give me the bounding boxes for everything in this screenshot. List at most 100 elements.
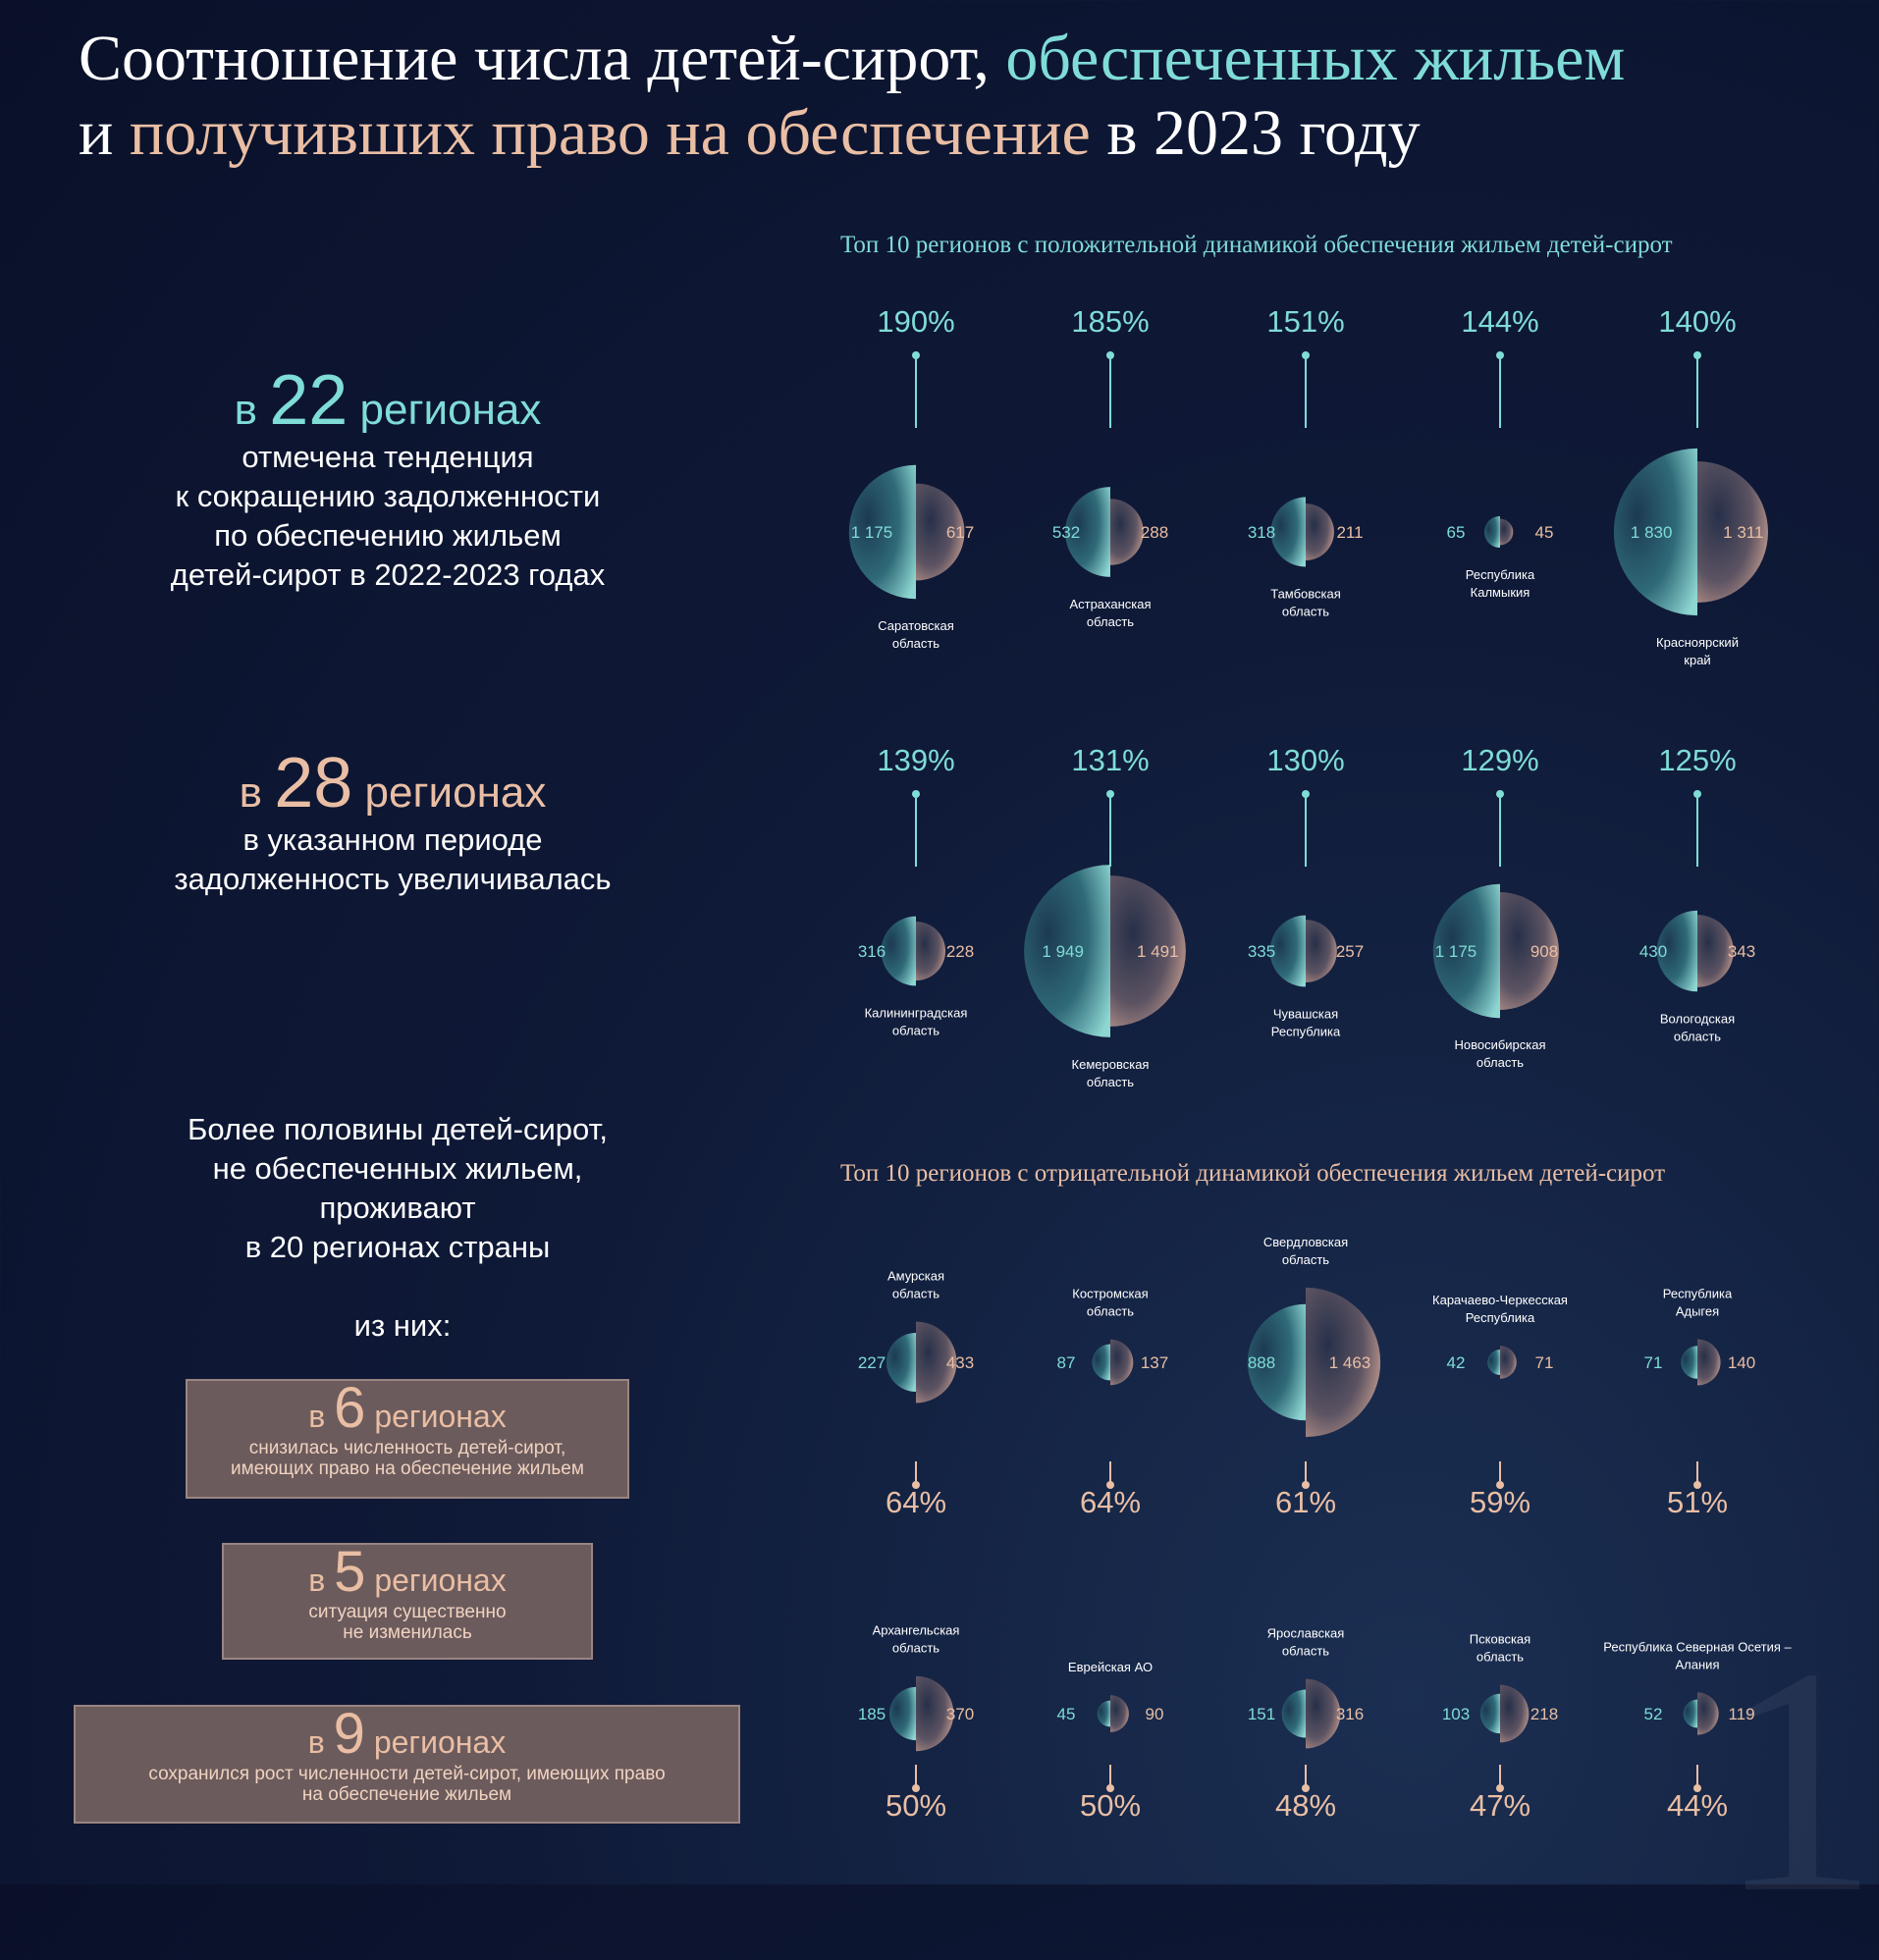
region-name: Республика xyxy=(1466,1310,1535,1325)
region-name: область xyxy=(892,636,940,651)
box-suffix: регионах xyxy=(365,1563,507,1598)
housed-half xyxy=(1092,1344,1110,1381)
region-bubble: 335 257 130% Чувашская Республика xyxy=(1248,743,1364,1038)
region-name: Вологодская xyxy=(1660,1011,1735,1026)
region-name: Еврейская АО xyxy=(1068,1660,1153,1674)
housed-half xyxy=(886,1333,916,1392)
positive-section-title: Топ 10 регионов с положительной динамико… xyxy=(840,232,1673,258)
box-suffix: регионах xyxy=(364,1724,507,1760)
box-prefix: в xyxy=(308,1399,335,1434)
stat-number: 22 xyxy=(269,361,349,440)
text-line: Более половины детей-сирот, xyxy=(188,1112,608,1146)
region-name: Калининградская xyxy=(865,1005,968,1020)
box-number: 9 xyxy=(333,1702,365,1766)
region-name: область xyxy=(892,1641,940,1656)
entitled-half xyxy=(916,1675,954,1752)
entitled-value-label: 288 xyxy=(1141,523,1168,542)
housed-half xyxy=(1432,883,1500,1019)
ratio-label: 44% xyxy=(1667,1788,1728,1823)
region-bubble: 227 433 Амурская область 64% xyxy=(858,1269,974,1519)
region-name: Республика xyxy=(1271,1024,1341,1038)
housed-half xyxy=(1683,1699,1697,1728)
entitled-value-label: 316 xyxy=(1336,1705,1364,1723)
region-name: Костромская xyxy=(1072,1287,1148,1301)
connector-dot xyxy=(1496,1481,1504,1489)
region-bubble: 1 175 617 190% Саратовская область xyxy=(848,304,974,651)
ratio-label: 61% xyxy=(1275,1485,1336,1519)
region-name: область xyxy=(1476,1055,1524,1070)
text-line: к сокращению задолженности xyxy=(175,479,601,513)
page-title: Соотношение числа детей-сирот, обеспечен… xyxy=(79,22,1846,171)
entitled-half xyxy=(1697,915,1734,987)
entitled-value-label: 90 xyxy=(1146,1705,1164,1723)
box-decreased: в 6 регионах снизилась численность детей… xyxy=(186,1379,629,1499)
title-part-5: в 2023 году xyxy=(1090,97,1421,169)
housed-value-label: 71 xyxy=(1644,1353,1663,1372)
region-name: область xyxy=(1087,1304,1134,1319)
region-name: Ярославская xyxy=(1267,1626,1345,1641)
entitled-half xyxy=(1697,1692,1719,1735)
region-bubble: 42 71 Карачаево-Черкесская Республика 59% xyxy=(1432,1293,1568,1519)
region-name: Кемеровская xyxy=(1072,1057,1150,1072)
housed-half xyxy=(881,916,916,986)
housed-value-label: 318 xyxy=(1248,523,1275,542)
region-name: Калмыкия xyxy=(1471,585,1530,600)
region-name: Амурская xyxy=(887,1269,944,1284)
stat-prefix: в xyxy=(239,768,275,817)
region-bubble: 1 949 1 491 131% Кемеровская область xyxy=(1024,743,1186,1089)
entitled-value-label: 45 xyxy=(1535,523,1554,542)
housed-half xyxy=(1097,1700,1110,1727)
region-bubble: 185 370 Архангельская область 50% xyxy=(858,1623,974,1823)
stat-decreasing-text: отмечена тенденция к сокращению задолжен… xyxy=(108,438,668,595)
housed-half xyxy=(1681,1346,1697,1379)
ratio-label: 47% xyxy=(1470,1788,1530,1823)
negative-section-title: Топ 10 регионов с отрицательной динамико… xyxy=(840,1160,1666,1187)
region-name: область xyxy=(1282,1644,1329,1659)
housed-value-label: 87 xyxy=(1057,1353,1076,1372)
region-name: Саратовская xyxy=(878,618,953,633)
ratio-label: 151% xyxy=(1266,304,1344,339)
housed-value-label: 65 xyxy=(1447,523,1466,542)
box-text-line: снизилась численность детей-сирот, xyxy=(248,1438,566,1458)
region-bubble: 151 316 Ярославская область 48% xyxy=(1248,1626,1364,1823)
title-entitled-highlight: получивших право на обеспечение xyxy=(129,97,1091,169)
box-suffix: регионах xyxy=(365,1399,507,1434)
region-name: область xyxy=(1087,614,1134,629)
region-bubble: 87 137 Костромская область 64% xyxy=(1057,1287,1169,1519)
ratio-label: 139% xyxy=(877,743,954,777)
box-number: 5 xyxy=(334,1540,366,1604)
title-part-3: и xyxy=(79,97,130,169)
entitled-value-label: 1 311 xyxy=(1723,523,1763,542)
text-line: проживают xyxy=(319,1191,476,1225)
region-bubble: 888 1 463 Свердловская область 61% xyxy=(1247,1235,1381,1519)
housed-half xyxy=(1065,487,1110,577)
ratio-label: 130% xyxy=(1266,743,1344,777)
ratio-label: 59% xyxy=(1470,1485,1530,1519)
more-than-half-text: Более половины детей-сирот, не обеспечен… xyxy=(128,1110,668,1267)
region-bubble: 532 288 185% Астраханская область xyxy=(1052,304,1168,629)
ratio-label: 129% xyxy=(1461,743,1538,777)
entitled-half xyxy=(1697,460,1769,604)
stat-decreasing-debt: в 22 регионах отмечена тенденция к сокра… xyxy=(108,365,668,595)
housed-value-label: 103 xyxy=(1442,1705,1470,1723)
housed-value-label: 42 xyxy=(1447,1353,1466,1372)
text-line: по обеспечению жильем xyxy=(214,518,562,553)
entitled-half xyxy=(1306,1287,1381,1438)
connector-dot xyxy=(912,1784,920,1792)
stat-suffix: регионах xyxy=(348,386,542,434)
entitled-value-label: 137 xyxy=(1141,1353,1168,1372)
ratio-label: 64% xyxy=(1080,1485,1141,1519)
region-name: Республика xyxy=(1663,1286,1733,1300)
title-part-1: Соотношение числа детей-сирот, xyxy=(79,23,1006,94)
text-line: в указанном периоде xyxy=(242,822,543,857)
housed-half xyxy=(1656,910,1697,992)
region-bubble: 430 343 125% Вологодская область xyxy=(1639,743,1755,1043)
housed-value-label: 532 xyxy=(1052,523,1080,542)
housed-value-label: 185 xyxy=(858,1705,886,1723)
housed-half xyxy=(848,464,916,600)
entitled-value-label: 1 463 xyxy=(1329,1353,1371,1372)
entitled-half xyxy=(1500,1684,1530,1743)
box-prefix: в xyxy=(307,1724,334,1760)
region-name: Алания xyxy=(1676,1657,1720,1671)
connector-dot xyxy=(1106,1481,1114,1489)
